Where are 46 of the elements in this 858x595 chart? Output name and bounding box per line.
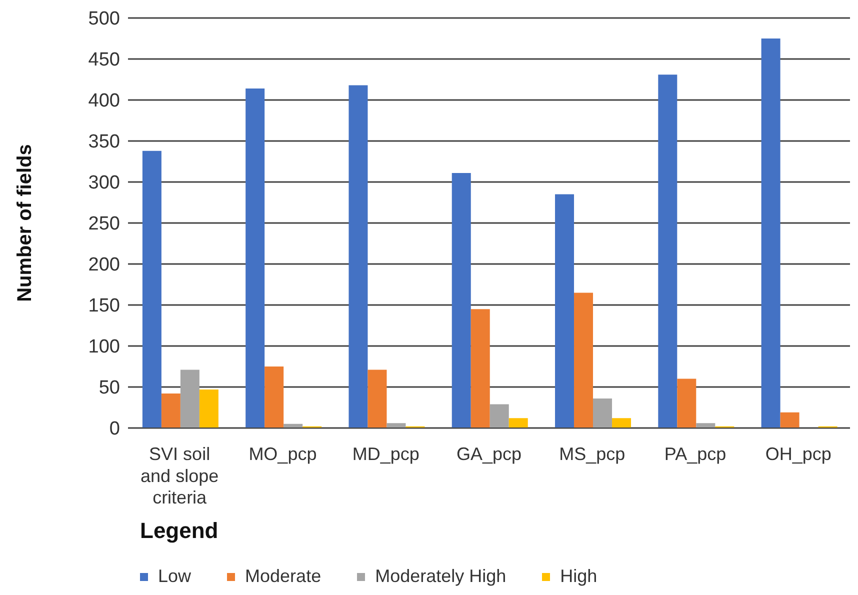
x-tick-label: OH_pcp [765,444,832,464]
bar [180,370,200,428]
bar [612,418,632,428]
bar [348,85,368,428]
bar [490,404,509,428]
y-tick-label: 200 [88,254,120,276]
x-tick-label: PA_pcp [664,444,726,464]
y-tick-label: 300 [88,172,120,194]
y-tick-label: 100 [88,336,120,358]
y-tick-label: 450 [88,50,120,71]
bar [593,398,612,428]
legend-title: Legend [140,518,220,544]
y-tick-label: 350 [88,132,120,153]
legend-label: Moderate [244,566,322,587]
y-tick-label: 250 [88,214,120,235]
y-tick-label: 150 [88,296,120,317]
legend-label: High [559,566,598,587]
bar [142,150,162,428]
y-axis-title: Number of fields [14,144,36,302]
bar [264,366,284,428]
bar [470,309,490,428]
legend-label: Moderately High [374,566,506,587]
bar [161,394,180,428]
bar [761,38,780,428]
x-tick-label: MD_pcp [352,444,420,464]
legend-label: Low [157,566,192,587]
bar [508,418,528,428]
bar [696,423,716,428]
bar [452,172,471,428]
y-tick-label: 50 [98,378,120,399]
x-tick-label: MO_pcp [248,444,317,464]
bar [574,292,594,428]
bar [386,423,406,428]
bar [246,88,265,428]
x-tick-label: SVI soil and slope criteria [140,444,219,508]
y-tick-label: 500 [88,8,120,30]
x-tick-label: MS_pcp [559,444,626,464]
bar [368,370,387,428]
y-tick-label: 400 [88,90,120,112]
bar [658,74,678,428]
x-tick-label: GA_pcp [456,444,522,464]
bar [780,412,800,428]
y-tick-label: 0 [109,418,120,440]
bar [199,389,218,428]
bar [555,194,574,428]
bar [677,378,696,428]
